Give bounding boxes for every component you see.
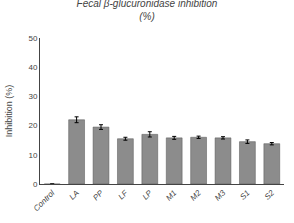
svg-text:Fecal β-glucuronidase inhibiti: Fecal β-glucuronidase inhibition(%) [77,0,218,22]
svg-text:LF: LF [117,188,131,202]
svg-text:M2: M2 [189,188,204,203]
svg-text:M3: M3 [213,188,228,203]
svg-text:S2: S2 [263,188,277,202]
svg-text:10: 10 [28,151,37,160]
svg-text:20: 20 [28,121,37,130]
svg-text:PP: PP [91,188,105,202]
svg-text:M1: M1 [164,188,178,202]
svg-text:S1: S1 [238,188,251,201]
svg-text:0: 0 [33,180,38,189]
svg-text:LA: LA [68,188,81,201]
svg-text:LP: LP [141,188,155,202]
svg-text:50: 50 [28,34,37,43]
svg-text:40: 40 [28,63,37,72]
svg-text:30: 30 [28,92,37,101]
svg-text:Inhibition (%): Inhibition (%) [4,85,14,138]
svg-text:Control: Control [32,188,57,213]
